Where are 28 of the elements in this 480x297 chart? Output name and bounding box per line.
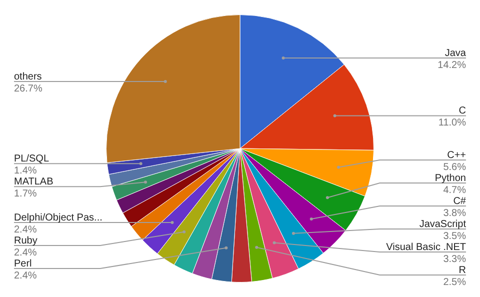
slice-label: JavaScript [419,219,466,230]
slice-label: Perl [14,258,32,270]
slice-label: Ruby [14,235,38,246]
data-label: 3.3% [443,254,466,265]
data-label: 2.4% [14,270,37,282]
slice-label: Visual Basic .NET [386,242,466,253]
slice-label: Delphi/Object Pas... [14,212,102,224]
slice-label: R [458,265,466,276]
data-label: 2.5% [443,277,466,288]
data-label: 5.6% [443,162,466,173]
slice-label: C# [453,196,466,207]
slice-label: PL/SQL [14,154,50,165]
slice-label: C++ [447,150,466,161]
data-label: 14.2% [438,60,466,72]
data-label: 3.5% [443,231,466,242]
data-label: 2.4% [14,247,37,258]
data-label: 4.7% [443,185,466,196]
data-label: 1.7% [14,188,37,200]
slice-label: Java [444,48,466,60]
data-label: 26.7% [14,83,42,94]
slice-label: MATLAB [14,176,54,188]
slice-label: C [458,106,466,117]
data-label: 2.4% [14,224,37,236]
data-label: 11.0% [438,118,466,129]
slice-label: Python [434,173,466,184]
data-label: 3.8% [443,208,466,219]
data-label: 1.4% [14,166,37,177]
slice-label: others [14,71,42,82]
